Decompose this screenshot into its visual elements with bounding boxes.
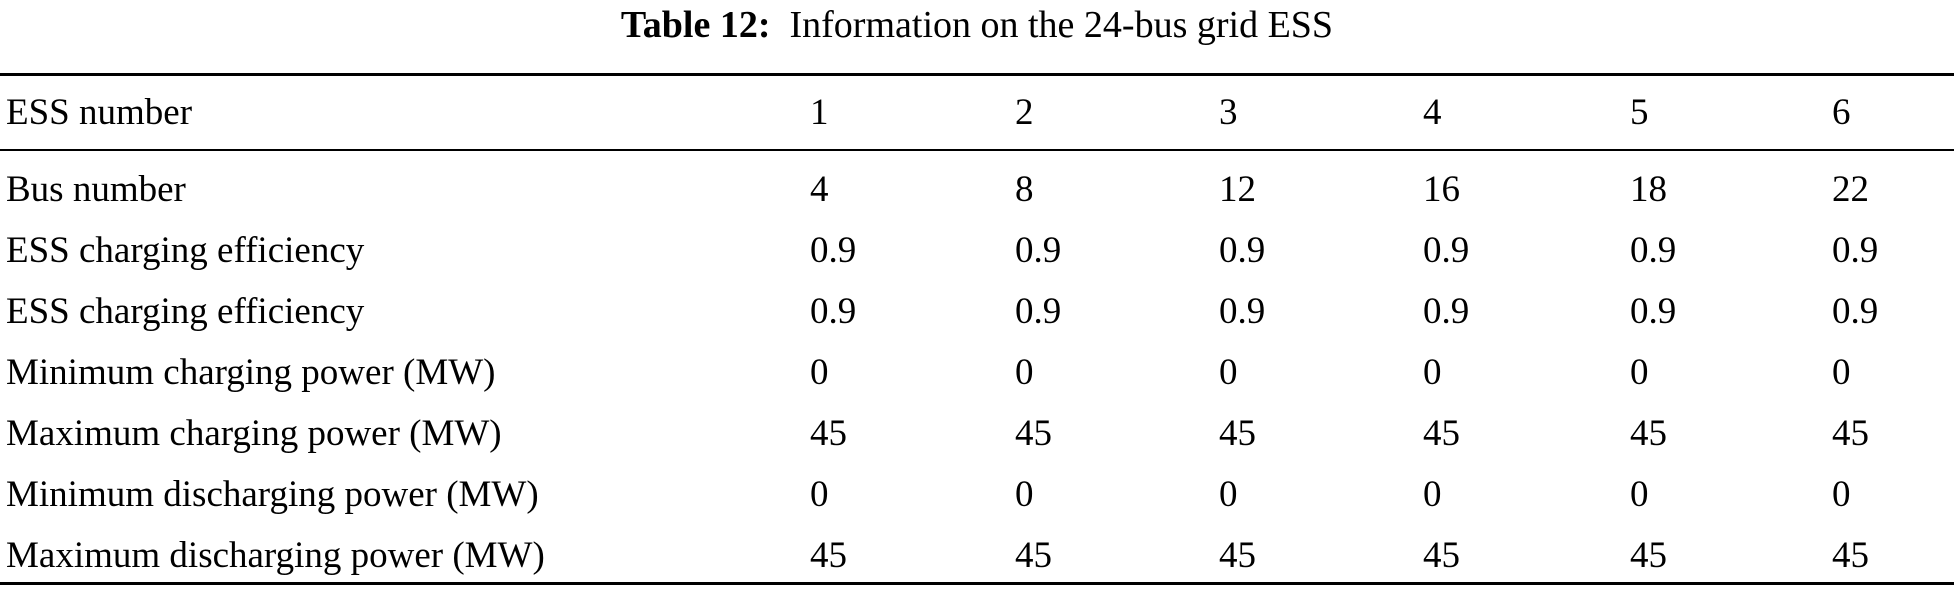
table-cell: 45 xyxy=(1630,413,1667,454)
table-cell: 45 xyxy=(1015,413,1052,454)
table-cell: 0 xyxy=(1832,474,1851,515)
table-row: Minimum charging power (MW) 0 0 0 0 0 0 xyxy=(0,342,1954,403)
table-cell: 0.9 xyxy=(1423,291,1470,332)
table-cell: 0 xyxy=(1015,474,1034,515)
header-rule xyxy=(0,149,1954,151)
table-cell: 45 xyxy=(810,413,847,454)
table-title: Information on the 24-bus grid ESS xyxy=(789,4,1334,46)
table-cell: 45 xyxy=(810,535,847,576)
table-row: ESS charging efficiency 0.9 0.9 0.9 0.9 0.9 0.… xyxy=(0,281,1954,342)
table-cell: 0.9 xyxy=(810,230,857,271)
table-cell: 4 xyxy=(810,169,829,210)
row-label: Maximum discharging power (MW) xyxy=(6,535,545,576)
table-cell: 0.9 xyxy=(810,291,857,332)
table-cell: 45 xyxy=(1423,535,1460,576)
table-cell: 0 xyxy=(1832,352,1851,393)
table-cell: 12 xyxy=(1219,169,1256,210)
table-cell: 0.9 xyxy=(1219,230,1266,271)
table-cell: 16 xyxy=(1423,169,1460,210)
table-cell: 5 xyxy=(1630,92,1649,133)
table-cell: 45 xyxy=(1219,535,1256,576)
row-label: ESS number xyxy=(6,92,193,133)
table-cell: 45 xyxy=(1630,535,1667,576)
table-cell: 0.9 xyxy=(1630,230,1677,271)
table-cell: 0.9 xyxy=(1832,291,1879,332)
header-row: ESS number 1 2 3 4 5 6 xyxy=(0,82,1954,143)
table-cell: 45 xyxy=(1423,413,1460,454)
table-cell: 0.9 xyxy=(1423,230,1470,271)
table-cell: 3 xyxy=(1219,92,1238,133)
row-label: Minimum charging power (MW) xyxy=(6,352,496,393)
table-cell: 1 xyxy=(810,92,829,133)
table-cell: 0 xyxy=(1015,352,1034,393)
table-row: Minimum discharging power (MW) 0 0 0 0 0 0 xyxy=(0,464,1954,525)
table-cell: 0.9 xyxy=(1832,230,1879,271)
table-cell: 2 xyxy=(1015,92,1034,133)
row-label: Maximum charging power (MW) xyxy=(6,413,502,454)
table-cell: 6 xyxy=(1832,92,1851,133)
table-cell: 0 xyxy=(810,352,829,393)
table-cell: 0 xyxy=(1423,352,1442,393)
table-cell: 0.9 xyxy=(1015,291,1062,332)
row-label: ESS charging efficiency xyxy=(6,291,365,332)
table-cell: 22 xyxy=(1832,169,1869,210)
table-cell: 45 xyxy=(1219,413,1256,454)
table-cell: 0.9 xyxy=(1630,291,1677,332)
table-cell: 0 xyxy=(810,474,829,515)
table-cell: 45 xyxy=(1832,413,1869,454)
table-cell: 0 xyxy=(1630,474,1649,515)
table-cell: 0 xyxy=(1423,474,1442,515)
bottom-rule xyxy=(0,582,1954,585)
row-label: ESS charging efficiency xyxy=(6,230,365,271)
table-cell: 0 xyxy=(1219,352,1238,393)
table-cell: 4 xyxy=(1423,92,1442,133)
table-cell: 0 xyxy=(1630,352,1649,393)
table-cell: 45 xyxy=(1015,535,1052,576)
top-rule xyxy=(0,73,1954,76)
table-cell: 18 xyxy=(1630,169,1667,210)
table-cell: 0 xyxy=(1219,474,1238,515)
table-number: Table 12: xyxy=(620,4,771,46)
table-row: Maximum discharging power (MW) 45 45 45 45 45… xyxy=(0,525,1954,586)
table-row: Bus number 4 8 12 16 18 22 xyxy=(0,159,1954,220)
row-label: Bus number xyxy=(6,169,186,210)
table-row: ESS charging efficiency 0.9 0.9 0.9 0.9 0.9 0.… xyxy=(0,220,1954,281)
table-row: Maximum charging power (MW) 45 45 45 45 45 45 xyxy=(0,403,1954,464)
table-cell: 0.9 xyxy=(1015,230,1062,271)
table-cell: 45 xyxy=(1832,535,1869,576)
table-caption: Table 12: Information on the 24-bus grid… xyxy=(0,2,1954,48)
table-cell: 8 xyxy=(1015,169,1034,210)
table-cell: 0.9 xyxy=(1219,291,1266,332)
row-label: Minimum discharging power (MW) xyxy=(6,474,539,515)
